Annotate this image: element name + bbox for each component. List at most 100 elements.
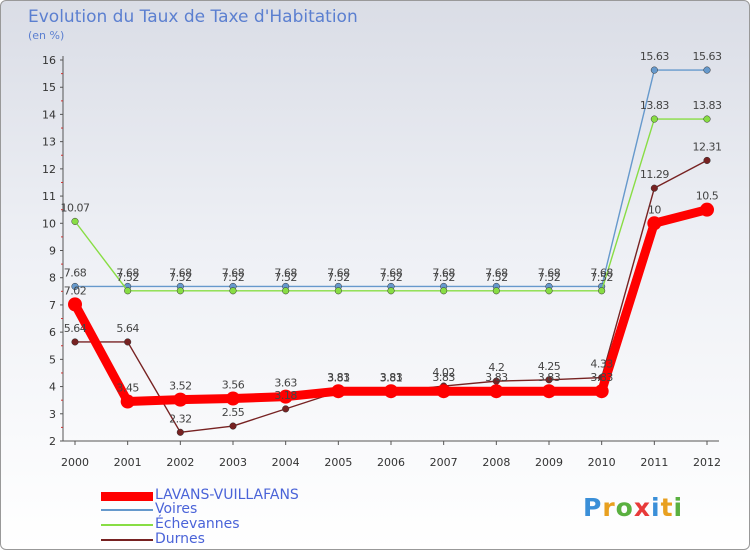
data-label: 11.29 bbox=[640, 168, 669, 181]
chart-unit-label: (en %) bbox=[28, 29, 65, 42]
data-label: 7.68 bbox=[169, 266, 192, 279]
data-point bbox=[120, 394, 135, 409]
data-label: 3.83 bbox=[538, 371, 561, 384]
legend-item: Voires bbox=[101, 501, 401, 517]
y-tick-label: 16 bbox=[42, 54, 56, 67]
x-tick-label: 2010 bbox=[588, 456, 616, 469]
proxiti-logo: Proxiti bbox=[583, 493, 683, 522]
x-tick-label: 2005 bbox=[324, 456, 352, 469]
data-label: 7.52 bbox=[222, 271, 245, 284]
legend-swatch bbox=[101, 509, 153, 511]
data-point bbox=[703, 66, 711, 74]
data-label: 4.25 bbox=[538, 360, 561, 373]
x-tick-label: 2001 bbox=[114, 456, 142, 469]
legend-label: LAVANS-VUILLAFANS bbox=[155, 487, 299, 503]
x-tick-label: 2009 bbox=[535, 456, 563, 469]
data-label: 10.07 bbox=[61, 201, 90, 214]
data-point bbox=[278, 389, 293, 404]
data-point bbox=[68, 297, 82, 312]
data-point bbox=[71, 217, 79, 225]
data-label: 7.52 bbox=[274, 271, 297, 284]
data-point bbox=[71, 282, 79, 290]
data-label: 3.83 bbox=[380, 371, 403, 384]
data-point bbox=[545, 376, 553, 384]
logo-letter: x bbox=[633, 493, 651, 522]
data-label: 3.83 bbox=[327, 371, 350, 384]
data-label: 3.81 bbox=[380, 372, 403, 385]
chart-title: Evolution du Taux de Taxe d'Habitation bbox=[28, 7, 358, 27]
series-line-2 bbox=[74, 118, 707, 292]
x-tick-label: 2004 bbox=[272, 456, 300, 469]
data-label: 7.52 bbox=[380, 271, 403, 284]
data-label: 7.68 bbox=[222, 266, 245, 279]
data-label: 3.83 bbox=[590, 371, 613, 384]
data-point bbox=[700, 202, 714, 217]
y-tick-label: 9 bbox=[49, 245, 56, 258]
logo-letter: t bbox=[660, 493, 674, 522]
data-point bbox=[440, 287, 448, 295]
y-tick-label: 2 bbox=[49, 435, 56, 448]
x-tick-label: 2000 bbox=[61, 456, 89, 469]
data-point bbox=[650, 66, 658, 74]
data-label: 7.52 bbox=[432, 271, 455, 284]
data-label: 4.02 bbox=[432, 366, 455, 379]
data-point bbox=[229, 422, 237, 430]
data-label: 3.83 bbox=[432, 371, 455, 384]
x-tick-label: 2002 bbox=[166, 456, 194, 469]
data-point bbox=[176, 287, 184, 295]
data-point bbox=[703, 156, 711, 164]
data-label: 7.68 bbox=[327, 266, 350, 279]
data-point bbox=[334, 287, 342, 295]
y-tick-label: 7 bbox=[49, 299, 56, 312]
data-label: 7.68 bbox=[485, 266, 508, 279]
data-label: 12.31 bbox=[693, 140, 722, 153]
data-point bbox=[650, 184, 658, 192]
y-tick-label: 8 bbox=[49, 272, 56, 285]
data-label: 7.68 bbox=[274, 266, 297, 279]
data-point bbox=[384, 384, 398, 399]
data-label: 10.5 bbox=[696, 190, 719, 203]
logo-letter: P bbox=[583, 493, 603, 522]
x-tick-label: 2008 bbox=[482, 456, 510, 469]
data-point bbox=[229, 287, 237, 295]
x-tick-label: 2012 bbox=[693, 456, 721, 469]
data-label: 7.68 bbox=[64, 266, 87, 279]
y-tick-label: 12 bbox=[42, 163, 56, 176]
data-point bbox=[226, 391, 240, 406]
data-label: 7.68 bbox=[116, 266, 139, 279]
data-label: 2.32 bbox=[169, 412, 192, 425]
data-label: 5.64 bbox=[64, 322, 87, 335]
data-label: 10 bbox=[648, 203, 661, 216]
data-point bbox=[436, 384, 451, 399]
data-label: 7.52 bbox=[327, 271, 350, 284]
data-label: 7.52 bbox=[590, 271, 613, 284]
data-label: 15.63 bbox=[693, 50, 722, 63]
data-label: 3.52 bbox=[169, 380, 192, 393]
logo-letter: o bbox=[615, 493, 634, 522]
data-label: 13.83 bbox=[640, 99, 669, 112]
legend-swatch bbox=[101, 491, 153, 501]
legend-item: LAVANS-VUILLAFANS bbox=[101, 487, 401, 503]
data-label: 3.81 bbox=[327, 372, 350, 385]
y-tick-label: 6 bbox=[49, 326, 56, 339]
data-label: 5.64 bbox=[116, 322, 139, 335]
data-point bbox=[594, 384, 609, 399]
data-label: 3.83 bbox=[485, 371, 508, 384]
data-label: 4.33 bbox=[590, 358, 613, 371]
legend-label: Échevannes bbox=[155, 516, 240, 532]
data-label: 7.52 bbox=[485, 271, 508, 284]
y-tick-label: 4 bbox=[49, 381, 56, 394]
y-tick-label: 10 bbox=[42, 217, 56, 230]
y-tick-label: 15 bbox=[42, 81, 56, 94]
y-tick-label: 14 bbox=[42, 108, 56, 121]
data-label: 7.52 bbox=[169, 271, 192, 284]
y-tick-label: 5 bbox=[49, 353, 56, 366]
logo-letter: i bbox=[673, 493, 684, 522]
data-point bbox=[282, 405, 290, 413]
legend-label: Durnes bbox=[155, 531, 205, 547]
data-label: 7.52 bbox=[116, 271, 139, 284]
y-tick-label: 13 bbox=[42, 136, 56, 149]
data-label: 15.63 bbox=[640, 50, 669, 63]
